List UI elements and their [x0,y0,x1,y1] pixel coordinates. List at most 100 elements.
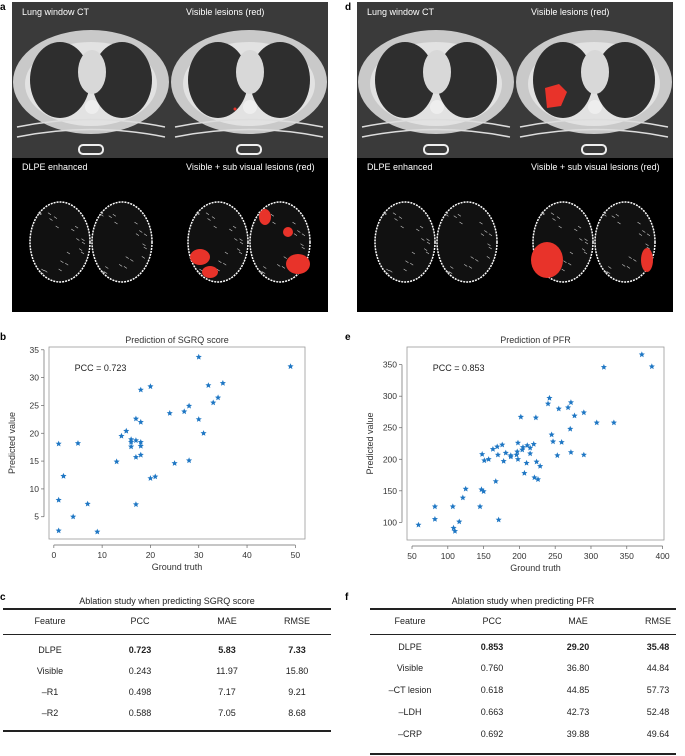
data-point [431,503,438,510]
data-point [60,472,67,479]
data-point [507,453,514,460]
y-tick-label: 250 [383,423,397,433]
data-point [480,488,487,494]
data-point [495,516,502,523]
y-axis-label: Predicted value [365,412,375,474]
data-point [485,456,492,462]
pcc-annotation: PCC = 0.853 [433,363,485,373]
data-point [186,457,193,464]
panel-letter-f: f [345,592,349,603]
table-rule [3,730,331,732]
y-tick-label: 100 [383,517,397,527]
label-visible-lesions: Visible lesions (red) [531,7,610,17]
y-tick-label: 35 [30,345,40,355]
data-point [287,363,294,370]
data-point [546,394,553,401]
y-axis-label: Predicted value [7,412,17,474]
ct-image-panel-a: Lung window CT Visible lesions (red) DLP… [12,2,328,312]
table-cell: 44.85 [566,685,590,695]
table-cell: 39.88 [566,729,590,739]
data-point [593,419,600,426]
ct-images [12,2,328,312]
label-dlpe-enhanced: DLPE enhanced [22,162,88,172]
table-cell: 44.84 [646,663,670,673]
data-point [431,516,438,522]
data-point [600,364,607,370]
table-rule [370,634,676,635]
x-tick-label: 150 [477,551,491,561]
table-title: Ablation study when predicting SGRQ scor… [79,596,255,606]
x-tick-label: 30 [194,550,204,560]
table-header-cell: PCC [482,616,502,626]
table-rule [3,634,331,635]
label-sub-visual-lesions: Visible + sub visual lesions (red) [186,162,315,172]
x-tick-label: 20 [146,550,156,560]
table-rule [3,608,331,610]
x-tick-label: 50 [291,550,301,560]
data-point [527,444,534,451]
data-point [137,442,144,449]
table-cell-best: 7.33 [288,645,306,655]
data-point [147,383,154,390]
data-point [171,460,178,466]
data-point [451,528,458,534]
data-point [478,486,485,493]
table-cell: 0.760 [480,663,504,673]
lesion-region [283,227,293,237]
table-cell-best: 5.83 [218,645,236,655]
data-point [166,410,173,416]
panel-letter-a: a [0,2,6,13]
data-point [477,503,484,510]
data-point [519,444,526,450]
lesion-region [190,249,210,265]
panel-letter-e: e [345,332,351,343]
x-axis-label: Ground truth [152,562,203,572]
table-cell: Visible [396,663,424,673]
x-tick-label: 10 [97,550,107,560]
data-point [479,451,486,457]
data-point [128,439,135,445]
label-dlpe-enhanced: DLPE enhanced [367,162,433,172]
ct-image-panel-d: Lung window CT Visible lesions (red) DLP… [357,2,673,312]
data-point [530,440,537,447]
data-point [195,416,202,422]
panel-letter-b: b [0,332,7,343]
data-point [580,409,587,416]
table-cell: 52.48 [646,707,670,717]
data-point [519,446,526,453]
data-point [459,494,466,501]
data-point [123,427,130,434]
data-point [548,431,555,438]
data-point [55,496,62,503]
table-cell-best: DLPE [398,642,422,652]
table-cell: 0.243 [128,666,152,676]
data-point [113,458,120,465]
dlpe-enhanced-scan [170,158,328,312]
scatter-plot: Prediction of PFR PCC = 0.853 Ground truth… [365,335,670,573]
y-tick-label: 200 [383,454,397,464]
ct-scan [515,2,673,158]
data-point [514,448,521,455]
data-point [527,450,534,457]
table-cell: 7.17 [218,687,236,697]
data-point [118,432,125,439]
data-point [567,449,574,455]
data-point [571,412,578,419]
y-tick-label: 350 [383,360,397,370]
data-point [205,382,212,388]
label-lung-window-ct: Lung window CT [22,7,90,17]
data-point [558,439,565,445]
lesion-region [259,209,271,225]
data-point [524,442,531,448]
table-cell: –R1 [41,687,59,697]
data-point [533,458,540,465]
data-point [132,454,139,460]
table-cell-best: 35.48 [646,642,670,652]
panel-letter-c: c [0,592,6,603]
data-point [514,439,521,446]
ablation-table-pfr: Ablation study when predicting PFR Featur… [370,596,676,756]
table-cell: 8.68 [288,708,306,718]
data-point [70,513,77,520]
data-point [55,440,62,447]
table-cell: 15.80 [285,666,309,676]
